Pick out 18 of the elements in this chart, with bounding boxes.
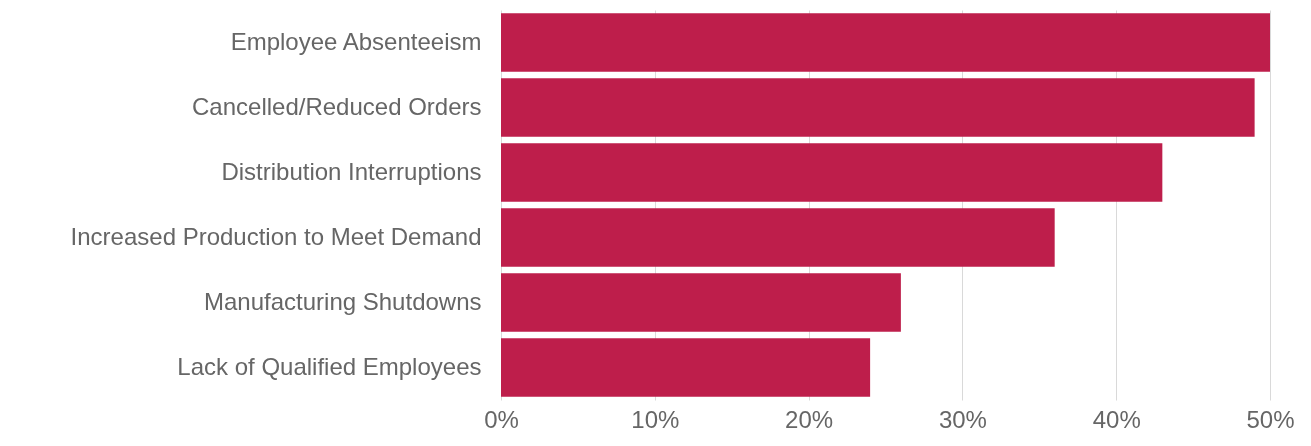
x-tick-label: 20% <box>785 405 834 433</box>
bar <box>501 78 1255 137</box>
x-tick-label: 0% <box>484 405 519 433</box>
bar <box>501 143 1163 202</box>
y-tick-label: Increased Production to Meet Demand <box>70 222 482 250</box>
bar <box>501 338 871 397</box>
x-tick-label: 50% <box>1246 405 1295 433</box>
y-tick-label: Manufacturing Shutdowns <box>204 287 482 315</box>
x-tick-label: 10% <box>631 405 680 433</box>
bar <box>501 13 1270 72</box>
y-tick-label: Cancelled/Reduced Orders <box>192 92 482 120</box>
x-tick-label: 30% <box>938 405 987 433</box>
y-tick-label: Lack of Qualified Employees <box>177 352 482 380</box>
y-tick-label: Distribution Interruptions <box>221 157 482 185</box>
x-tick-label: 40% <box>1092 405 1141 433</box>
y-tick-label: Employee Absenteeism <box>230 27 482 55</box>
bar <box>501 273 901 332</box>
bar <box>501 208 1055 267</box>
